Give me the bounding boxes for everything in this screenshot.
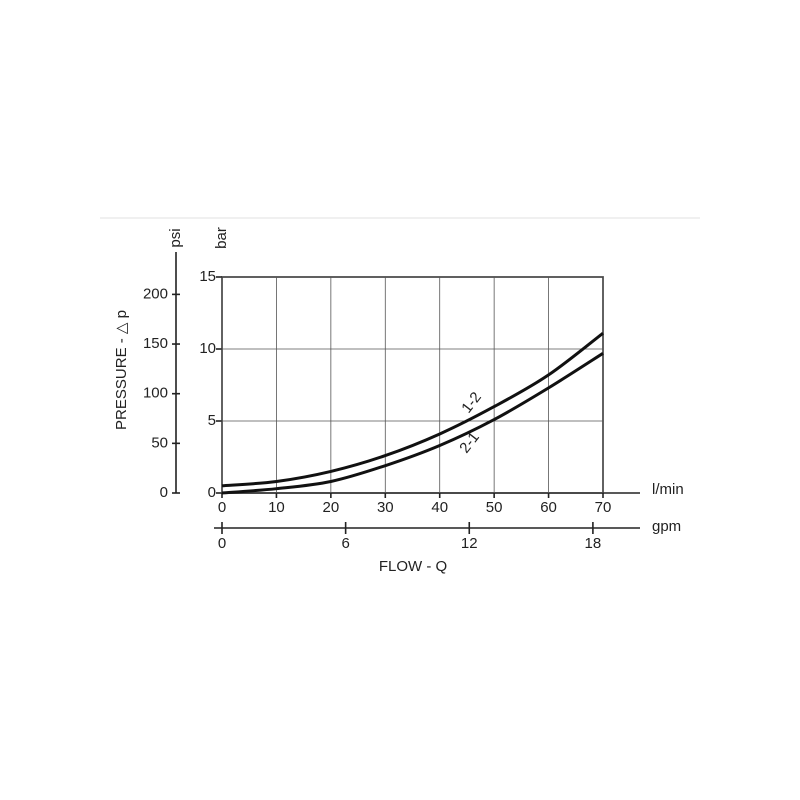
y-unit: bar — [213, 227, 230, 249]
x2-tick-label: 0 — [218, 535, 226, 552]
y-tick-label: 0 — [208, 484, 216, 501]
y2-tick-label: 0 — [160, 484, 168, 501]
y2-tick-label: 150 — [143, 335, 168, 352]
x2-tick-label: 12 — [461, 535, 478, 552]
y-tick-label: 15 — [199, 268, 216, 285]
x-tick-label: 40 — [431, 499, 448, 516]
x-tick-label: 10 — [268, 499, 285, 516]
x-tick-label: 20 — [323, 499, 340, 516]
x-tick-label: 50 — [486, 499, 503, 516]
y2-tick-label: 100 — [143, 385, 168, 402]
y2-unit: psi — [167, 228, 184, 247]
x-tick-label: 0 — [218, 499, 226, 516]
curve-label: 2-1 — [456, 429, 483, 457]
x-tick-label: 30 — [377, 499, 394, 516]
y-tick-label: 10 — [199, 340, 216, 357]
x-tick-label: 60 — [540, 499, 557, 516]
y-axis-label: PRESSURE - △ p — [113, 310, 130, 430]
x2-tick-label: 6 — [341, 535, 349, 552]
curve — [221, 352, 604, 495]
x-unit: l/min — [652, 481, 684, 498]
curve — [221, 331, 604, 488]
x-axis-label: FLOW - Q — [379, 558, 447, 575]
plot-frame — [221, 276, 604, 494]
y2-tick-label: 200 — [143, 285, 168, 302]
y2-tick-label: 50 — [151, 434, 168, 451]
y-tick-label: 5 — [208, 412, 216, 429]
x2-unit: gpm — [652, 518, 681, 535]
x-tick-label: 70 — [595, 499, 612, 516]
x2-tick-label: 18 — [585, 535, 602, 552]
